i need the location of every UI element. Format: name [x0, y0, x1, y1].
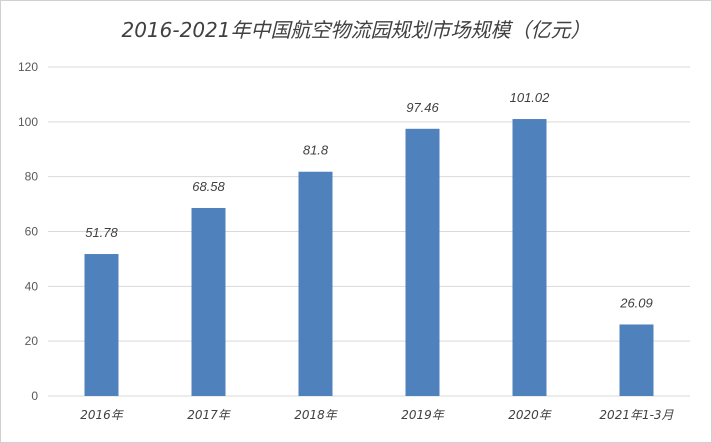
y-tick-label: 0 — [31, 389, 38, 403]
data-label: 97.46 — [406, 100, 439, 115]
x-axis-ticks: 2016年 2017年 2018年 2019年 2020年 2021年1-3月 — [80, 408, 674, 422]
y-tick-label: 40 — [25, 279, 39, 293]
x-tick-label: 2021年1-3月 — [599, 408, 674, 422]
data-label: 68.58 — [192, 179, 225, 194]
chart-title: 2016-2021年中国航空物流园规划市场规模（亿元） — [121, 18, 591, 42]
data-label: 81.8 — [303, 143, 329, 158]
y-tick-label: 100 — [18, 115, 38, 129]
x-tick-label: 2018年 — [294, 408, 339, 422]
data-label: 51.78 — [85, 225, 118, 240]
y-axis-ticks: 0 20 40 60 80 100 120 — [18, 60, 38, 403]
bar — [619, 324, 654, 396]
data-label: 26.09 — [619, 295, 653, 310]
bar — [512, 119, 547, 396]
bar — [298, 171, 333, 396]
bars — [84, 119, 654, 396]
x-tick-label: 2017年 — [187, 408, 232, 422]
data-label: 101.02 — [510, 90, 551, 105]
bar — [84, 254, 119, 396]
data-labels: 51.78 68.58 81.8 97.46 101.02 26.09 — [85, 90, 653, 310]
x-tick-label: 2020年 — [508, 408, 553, 422]
x-tick-label: 2016年 — [80, 408, 125, 422]
y-tick-label: 60 — [25, 225, 39, 239]
y-tick-label: 80 — [25, 170, 39, 184]
bar — [405, 128, 440, 396]
y-tick-label: 120 — [18, 60, 38, 74]
gridlines — [48, 66, 690, 397]
y-tick-label: 20 — [25, 334, 39, 348]
x-tick-label: 2019年 — [401, 408, 446, 422]
bar — [191, 207, 226, 396]
